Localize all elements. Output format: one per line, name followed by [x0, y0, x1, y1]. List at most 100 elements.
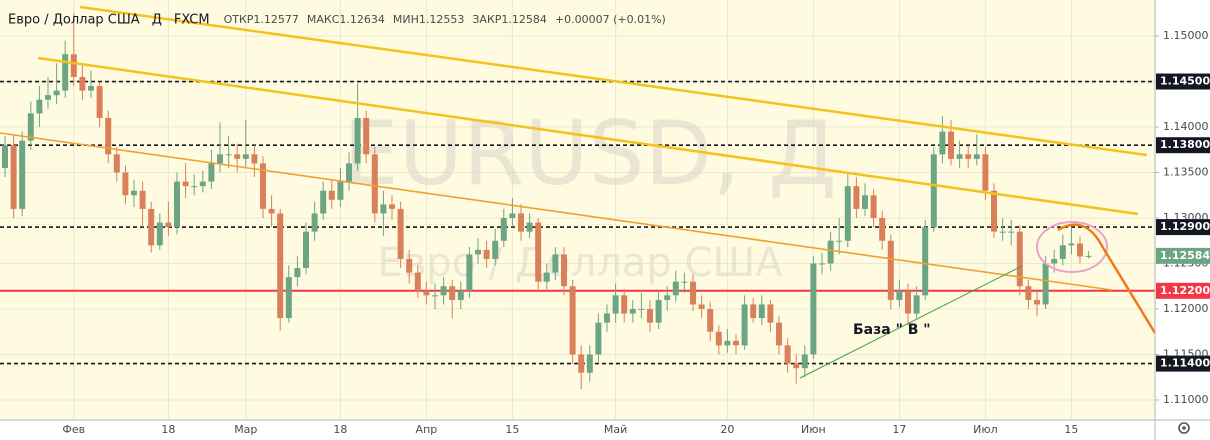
candle-body	[492, 240, 499, 259]
y-tick-label: 1.11000	[1163, 393, 1209, 406]
candle-body	[672, 281, 679, 296]
candle-body	[363, 117, 370, 155]
candle-body	[999, 231, 1006, 233]
level-label: 1.11400	[1160, 357, 1210, 370]
candle-body	[973, 154, 980, 159]
level-label: 1.12900	[1160, 220, 1210, 233]
candle-body	[801, 354, 808, 369]
candle-body	[346, 163, 352, 182]
candle-body	[586, 354, 593, 373]
ohlc-value: МИН1.12553	[393, 13, 464, 26]
x-tick-label: 20	[720, 423, 734, 436]
x-tick-label: 17	[892, 423, 906, 436]
candle-body	[199, 181, 206, 187]
candle-body	[96, 86, 103, 118]
candle-body	[182, 181, 189, 187]
candle-body	[595, 322, 602, 355]
legend: Евро / Доллар США Д FXCM ОТКР1.12577 МАКС…	[8, 13, 666, 28]
candle-body	[647, 308, 653, 323]
candle-body	[380, 204, 387, 214]
candle-body	[1042, 263, 1049, 305]
plot-background	[0, 0, 1155, 420]
candle-body	[750, 304, 757, 319]
candle-body	[758, 304, 765, 319]
candle-body	[1016, 231, 1023, 287]
candle-body	[690, 281, 696, 305]
candle-body	[664, 295, 671, 300]
trend-line	[79, 5, 1148, 157]
gear-center[interactable]	[1182, 426, 1186, 430]
candle-body	[526, 222, 533, 232]
candle-body	[578, 354, 585, 373]
candle-body	[45, 95, 51, 100]
candle-body	[131, 190, 137, 196]
level-label-box	[1156, 355, 1210, 372]
level-label: 1.12200	[1160, 284, 1210, 297]
ohlc-value: +0.00007 (+0.01%)	[555, 13, 666, 26]
candle-body	[457, 290, 464, 300]
x-tick-label: Фев	[62, 423, 85, 436]
candle-body	[328, 190, 335, 200]
candle-body	[741, 304, 748, 346]
candle-body	[105, 117, 112, 155]
trend-line	[0, 132, 1113, 291]
candle-body	[896, 290, 903, 300]
levels	[0, 80, 1155, 365]
x-tick-label: Июл	[973, 423, 998, 436]
candle-body	[406, 258, 413, 273]
candle-body	[681, 281, 688, 283]
candle-body	[612, 295, 619, 314]
candle-body	[483, 249, 490, 259]
candle-body	[965, 154, 972, 159]
y-tick-label: 1.13500	[1163, 166, 1209, 179]
settings-icon[interactable]	[1178, 422, 1190, 434]
time-axis-background	[0, 420, 1155, 440]
candle-body	[939, 131, 946, 155]
candle-body	[148, 208, 155, 246]
candle-body	[311, 213, 318, 232]
candle-body	[251, 154, 258, 164]
candle-body	[475, 249, 481, 255]
candle-body	[234, 154, 241, 159]
candle-body	[870, 195, 877, 219]
candle-body	[225, 154, 232, 156]
candle-body	[53, 90, 60, 96]
candle-body	[500, 218, 507, 241]
candle-body	[604, 313, 610, 323]
candle-body	[629, 308, 636, 314]
candle-body	[569, 286, 576, 355]
candle-body	[733, 340, 739, 346]
candle-body	[1051, 258, 1058, 264]
level-label-box	[1156, 137, 1210, 154]
symbol-title: Евро / Доллар США	[8, 13, 140, 28]
candle-body	[715, 331, 722, 346]
candle-body	[724, 340, 731, 346]
candle-body	[440, 286, 447, 296]
level-label-box	[1156, 73, 1210, 90]
candle-body	[784, 345, 791, 364]
support-line	[799, 265, 1023, 379]
x-tick-label: Апр	[416, 423, 438, 436]
candle-body	[174, 181, 180, 228]
ohlc-value: ЗАКР1.12584	[472, 13, 547, 26]
forecast-arrow	[1057, 223, 1157, 334]
candle-body	[767, 304, 774, 323]
candle-body	[922, 227, 929, 296]
candle-body	[191, 186, 198, 188]
candle-body	[70, 54, 77, 77]
candle-body	[285, 277, 292, 319]
candle-body	[982, 154, 989, 191]
candle-body	[10, 145, 17, 209]
candle-body	[36, 99, 43, 114]
candle-body	[853, 186, 860, 209]
candle-body	[905, 290, 911, 314]
candle-body	[79, 76, 86, 91]
candle-body	[1068, 243, 1075, 246]
candle-body	[1077, 243, 1083, 257]
candle-body	[208, 163, 215, 182]
annotation: База " В "	[853, 322, 931, 338]
interval: Д	[152, 13, 162, 28]
gear[interactable]	[1178, 422, 1190, 434]
candle-body	[371, 154, 378, 214]
